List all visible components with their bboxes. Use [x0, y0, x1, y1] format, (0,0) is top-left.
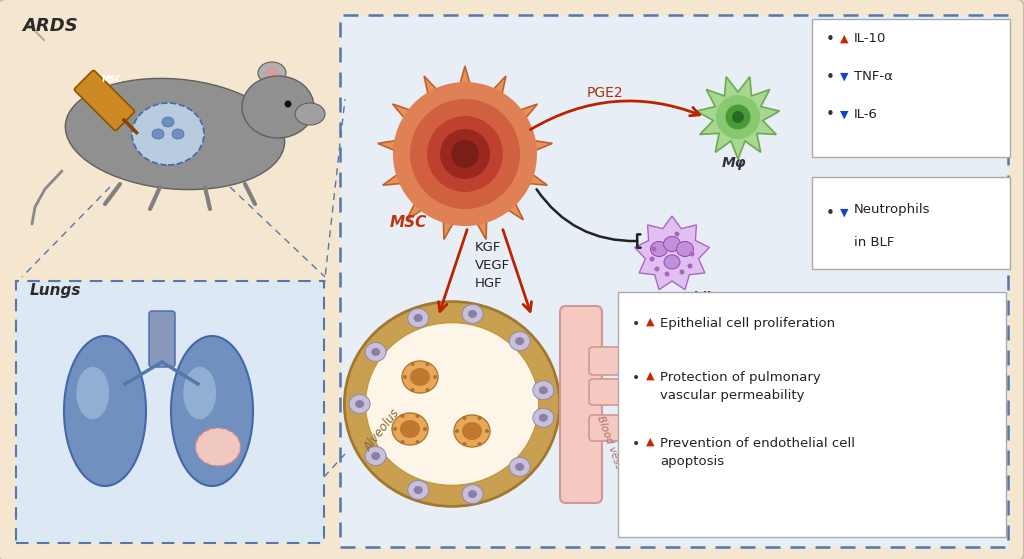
Ellipse shape [687, 263, 692, 268]
Polygon shape [635, 216, 710, 290]
Ellipse shape [366, 323, 539, 485]
Text: ▼: ▼ [840, 72, 849, 82]
Ellipse shape [677, 241, 693, 257]
Ellipse shape [463, 416, 467, 420]
Ellipse shape [393, 82, 537, 226]
Ellipse shape [63, 336, 146, 486]
Ellipse shape [295, 103, 325, 125]
Ellipse shape [454, 415, 490, 447]
Ellipse shape [650, 241, 668, 257]
Ellipse shape [675, 231, 680, 236]
Ellipse shape [355, 400, 365, 408]
Ellipse shape [509, 457, 530, 476]
Ellipse shape [515, 463, 524, 471]
FancyBboxPatch shape [589, 347, 632, 375]
Ellipse shape [680, 269, 684, 274]
Ellipse shape [285, 101, 292, 107]
Ellipse shape [400, 414, 404, 418]
Ellipse shape [651, 247, 656, 252]
Ellipse shape [196, 428, 241, 466]
Text: Blood vessel: Blood vessel [595, 414, 627, 479]
Text: Lungs: Lungs [30, 283, 82, 298]
Ellipse shape [426, 388, 429, 392]
Ellipse shape [509, 331, 530, 350]
Text: Alveolus: Alveolus [362, 407, 402, 454]
Ellipse shape [485, 429, 489, 433]
Ellipse shape [392, 413, 428, 445]
Text: KGF
VEGF
HGF: KGF VEGF HGF [475, 241, 510, 290]
Ellipse shape [410, 99, 520, 209]
Text: ▲: ▲ [646, 317, 654, 327]
Text: Mφ: Mφ [722, 156, 746, 170]
Ellipse shape [371, 348, 380, 356]
Text: in BLF: in BLF [854, 236, 894, 249]
FancyBboxPatch shape [589, 415, 629, 441]
Text: •: • [826, 69, 835, 84]
Ellipse shape [416, 414, 420, 418]
Ellipse shape [433, 375, 437, 379]
Ellipse shape [515, 337, 524, 345]
Ellipse shape [725, 105, 751, 130]
Ellipse shape [462, 305, 483, 324]
Ellipse shape [477, 416, 481, 420]
Ellipse shape [172, 129, 184, 139]
FancyBboxPatch shape [812, 19, 1010, 157]
Ellipse shape [440, 129, 490, 179]
Ellipse shape [654, 267, 659, 272]
FancyArrowPatch shape [530, 101, 699, 130]
Text: •: • [826, 107, 835, 122]
Text: ▼: ▼ [840, 208, 849, 218]
Text: •: • [632, 317, 640, 331]
FancyArrowPatch shape [537, 190, 641, 248]
Ellipse shape [423, 427, 427, 431]
Ellipse shape [411, 362, 415, 366]
Text: •: • [632, 437, 640, 451]
FancyArrowPatch shape [503, 230, 531, 311]
Ellipse shape [427, 116, 503, 192]
Ellipse shape [344, 302, 560, 506]
Ellipse shape [463, 442, 467, 446]
FancyBboxPatch shape [618, 292, 1006, 537]
Text: Prevention of endothelial cell
apoptosis: Prevention of endothelial cell apoptosis [660, 437, 855, 468]
Ellipse shape [410, 368, 430, 386]
Text: •: • [826, 31, 835, 46]
Ellipse shape [411, 388, 415, 392]
Text: MSC: MSC [101, 75, 122, 84]
Text: ▲: ▲ [840, 34, 849, 44]
Ellipse shape [462, 485, 483, 504]
Ellipse shape [689, 252, 694, 257]
Text: Neutrophil: Neutrophil [638, 291, 713, 304]
Ellipse shape [66, 78, 285, 190]
Text: Epithelial cell proliferation: Epithelial cell proliferation [660, 317, 836, 330]
Text: Neutrophils: Neutrophils [854, 202, 931, 216]
Ellipse shape [403, 375, 407, 379]
Text: IL-6: IL-6 [854, 108, 878, 121]
Ellipse shape [171, 336, 253, 486]
Ellipse shape [264, 67, 280, 79]
FancyBboxPatch shape [150, 311, 175, 367]
Ellipse shape [393, 427, 397, 431]
Ellipse shape [366, 447, 386, 466]
Ellipse shape [400, 420, 420, 438]
Text: IL-10: IL-10 [854, 32, 887, 45]
Ellipse shape [468, 310, 477, 318]
Text: ▲: ▲ [646, 437, 654, 447]
Ellipse shape [462, 422, 482, 440]
Ellipse shape [152, 129, 164, 139]
Ellipse shape [162, 117, 174, 127]
Ellipse shape [366, 343, 386, 362]
Text: Protection of pulmonary
vascular permeability: Protection of pulmonary vascular permeab… [660, 371, 821, 402]
Ellipse shape [539, 414, 548, 422]
Ellipse shape [532, 408, 554, 427]
FancyBboxPatch shape [560, 306, 602, 503]
Ellipse shape [132, 103, 204, 165]
Ellipse shape [665, 272, 670, 277]
FancyBboxPatch shape [16, 281, 324, 543]
Polygon shape [378, 66, 552, 239]
Polygon shape [696, 77, 779, 159]
Ellipse shape [416, 440, 420, 444]
Ellipse shape [664, 236, 681, 252]
Ellipse shape [242, 76, 314, 138]
Ellipse shape [732, 111, 744, 123]
